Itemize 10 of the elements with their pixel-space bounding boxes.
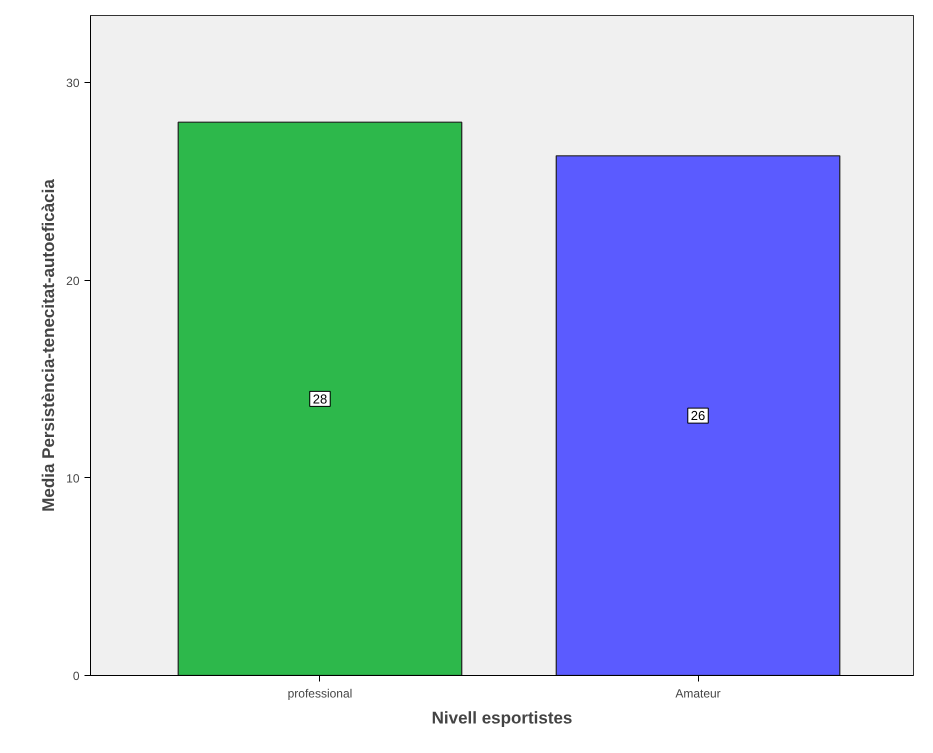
x-axis-title: Nivell esportistes	[432, 708, 572, 728]
y-axis-title: Media Persistència-tenecitat-autoeficàcia	[39, 178, 58, 512]
data-label: 28	[312, 391, 328, 406]
y-tick-label: 30	[66, 76, 80, 90]
y-tick-label: 0	[72, 669, 80, 683]
y-tick-label: 20	[66, 274, 80, 288]
x-tick-label: Amateur	[675, 686, 721, 700]
y-tick-label: 10	[66, 471, 80, 486]
data-label: 26	[690, 408, 706, 424]
x-tick-label: professional	[288, 686, 352, 700]
